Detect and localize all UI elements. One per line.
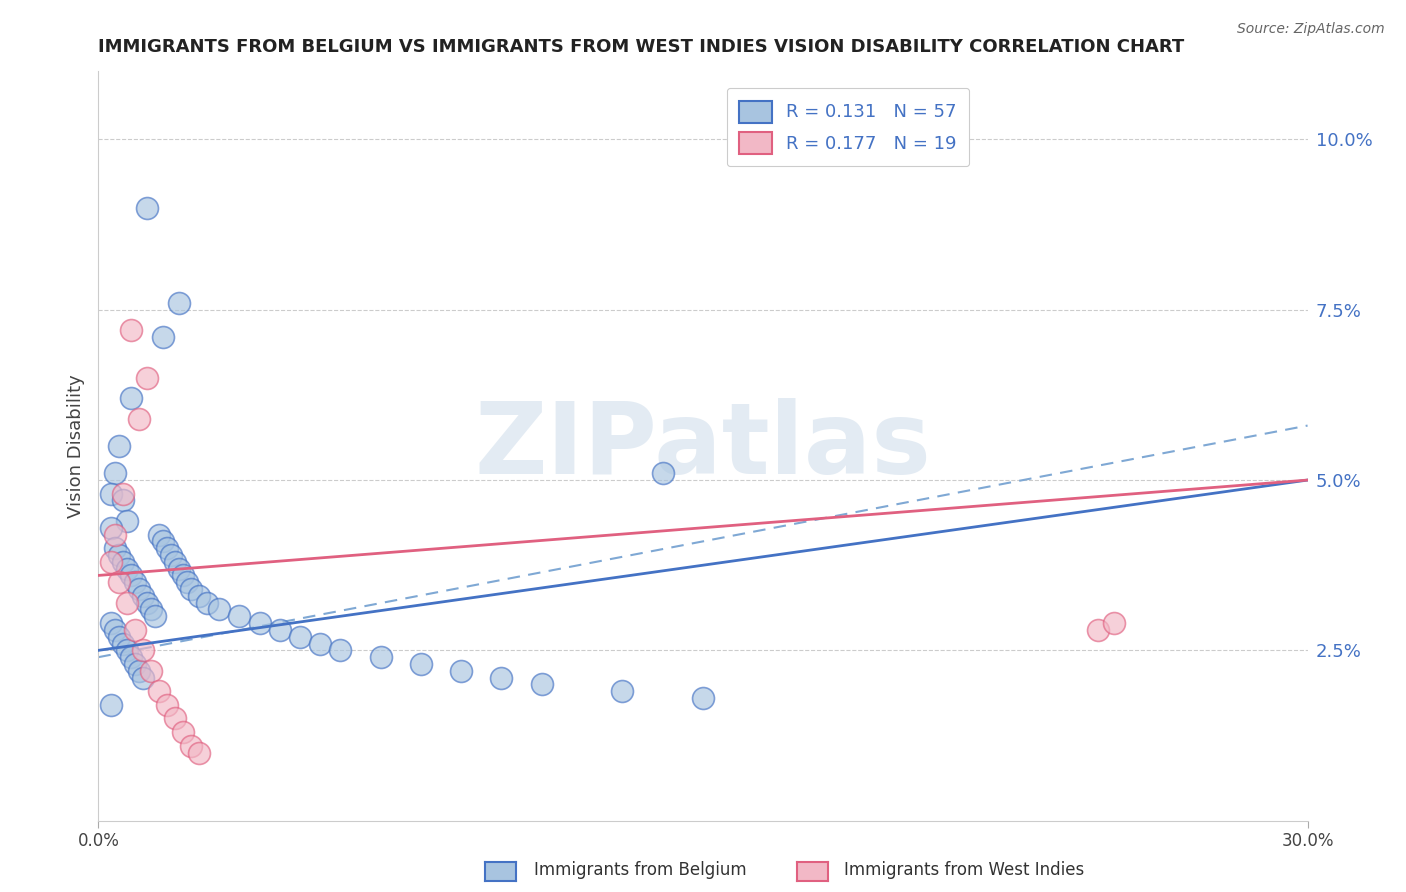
Point — [132, 643, 155, 657]
Point — [100, 486, 122, 500]
Point — [103, 527, 125, 541]
Point — [128, 582, 150, 596]
Point — [103, 623, 125, 637]
Point — [692, 691, 714, 706]
Point — [450, 664, 472, 678]
Point — [128, 411, 150, 425]
Point — [288, 630, 311, 644]
Y-axis label: Vision Disability: Vision Disability — [66, 374, 84, 518]
Text: Immigrants from West Indies: Immigrants from West Indies — [844, 861, 1084, 879]
Point — [103, 541, 125, 556]
Point — [1102, 616, 1125, 631]
Point — [156, 698, 179, 712]
Point — [139, 602, 162, 616]
Point — [124, 575, 146, 590]
Point — [100, 698, 122, 712]
Point — [135, 201, 157, 215]
Point — [120, 650, 142, 665]
Point — [128, 664, 150, 678]
Point — [160, 548, 183, 562]
Point — [156, 541, 179, 556]
Legend: R = 0.131   N = 57, R = 0.177   N = 19: R = 0.131 N = 57, R = 0.177 N = 19 — [727, 88, 970, 166]
Point — [132, 671, 155, 685]
Point — [176, 575, 198, 590]
Point — [172, 568, 194, 582]
Text: IMMIGRANTS FROM BELGIUM VS IMMIGRANTS FROM WEST INDIES VISION DISABILITY CORRELA: IMMIGRANTS FROM BELGIUM VS IMMIGRANTS FR… — [98, 38, 1185, 56]
Point — [180, 582, 202, 596]
Point — [269, 623, 291, 637]
Point — [208, 602, 231, 616]
Point — [107, 575, 129, 590]
Point — [115, 514, 138, 528]
Point — [100, 616, 122, 631]
Point — [115, 561, 138, 575]
Point — [120, 392, 142, 406]
Point — [111, 493, 134, 508]
Point — [167, 561, 190, 575]
Point — [188, 746, 211, 760]
Point — [309, 636, 332, 650]
Point — [152, 534, 174, 549]
Point — [124, 623, 146, 637]
Point — [188, 589, 211, 603]
Text: ZIPatlas: ZIPatlas — [475, 398, 931, 494]
Point — [1087, 623, 1109, 637]
Point — [249, 616, 271, 631]
Point — [115, 643, 138, 657]
Point — [172, 725, 194, 739]
Point — [107, 439, 129, 453]
Point — [115, 596, 138, 610]
Text: Source: ZipAtlas.com: Source: ZipAtlas.com — [1237, 22, 1385, 37]
Point — [148, 527, 170, 541]
Text: Immigrants from Belgium: Immigrants from Belgium — [534, 861, 747, 879]
Point — [143, 609, 166, 624]
Point — [163, 555, 186, 569]
Point — [180, 739, 202, 753]
Point — [148, 684, 170, 698]
Point — [120, 568, 142, 582]
Point — [120, 323, 142, 337]
Point — [409, 657, 432, 671]
Point — [651, 467, 673, 481]
Point — [107, 630, 129, 644]
Point — [530, 677, 553, 691]
Point — [370, 650, 392, 665]
Point — [111, 486, 134, 500]
Point — [163, 711, 186, 725]
Point — [107, 548, 129, 562]
Point — [135, 596, 157, 610]
Point — [195, 596, 218, 610]
Point — [612, 684, 634, 698]
Point — [124, 657, 146, 671]
Point — [111, 555, 134, 569]
Point — [100, 555, 122, 569]
Point — [491, 671, 513, 685]
Point — [132, 589, 155, 603]
Point — [329, 643, 352, 657]
Point — [139, 664, 162, 678]
Point — [167, 296, 190, 310]
Point — [152, 330, 174, 344]
Point — [111, 636, 134, 650]
Point — [135, 371, 157, 385]
Point — [103, 467, 125, 481]
Point — [228, 609, 250, 624]
Point — [100, 521, 122, 535]
